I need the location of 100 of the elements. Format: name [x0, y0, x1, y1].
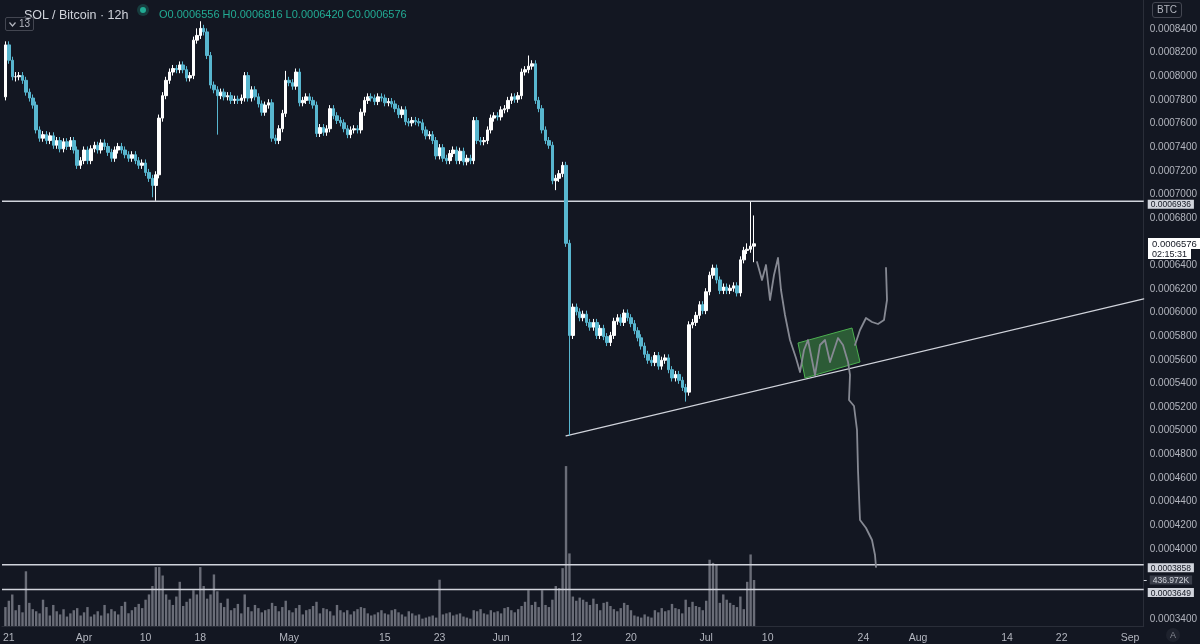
- x-tick-label: 18: [194, 630, 207, 643]
- x-tick-label: Aug: [908, 630, 928, 643]
- candlestick: [687, 320, 691, 397]
- candlestick: [219, 88, 223, 100]
- bar: [749, 554, 752, 626]
- candlestick: [233, 95, 236, 105]
- y-tick-label: 0.0006200: [1149, 282, 1198, 294]
- candlestick: [328, 104, 332, 133]
- bar: [739, 596, 742, 626]
- x-tick-label: 21: [2, 630, 15, 643]
- candlestick: [622, 308, 626, 327]
- bar: [298, 604, 301, 626]
- candlestick: [428, 130, 431, 140]
- candlestick: [96, 141, 99, 155]
- candlestick: [82, 145, 86, 165]
- bar: [462, 616, 465, 626]
- x-tick-label: 20: [625, 630, 637, 643]
- bar: [291, 612, 294, 626]
- candlestick: [578, 307, 581, 322]
- candlestick: [140, 158, 144, 170]
- candlestick: [332, 104, 335, 120]
- bar: [715, 564, 718, 626]
- y-tick-label: 0.0007000: [1149, 188, 1198, 200]
- candlestick: [496, 111, 499, 121]
- y-tick-label: 0.0005000: [1149, 424, 1198, 436]
- bar: [585, 601, 588, 626]
- candlestick: [17, 71, 21, 81]
- y-tick-label: 0.0008000: [1149, 70, 1198, 82]
- candlestick: [571, 303, 575, 340]
- candlestick: [55, 136, 58, 150]
- y-tick-label: 0.0007800: [1149, 93, 1198, 105]
- candlestick: [506, 96, 510, 113]
- candlestick: [86, 145, 89, 165]
- candlestick: [513, 92, 517, 104]
- candlestick: [356, 124, 359, 134]
- y-tick-label: 0.0004800: [1149, 448, 1198, 460]
- x-tick-label: Sep: [1120, 630, 1140, 643]
- y-tick-label: 0.0004000: [1149, 542, 1198, 554]
- candlestick: [270, 98, 274, 143]
- candlestick: [41, 130, 45, 143]
- candlestick: [520, 68, 523, 100]
- candlestick: [400, 105, 404, 119]
- candlestick: [472, 116, 475, 165]
- y-tick-label: 0.0005800: [1149, 329, 1198, 341]
- bar: [233, 608, 236, 626]
- text: 02:15:31: [1148, 248, 1192, 259]
- x-tick-label: Jun: [492, 630, 510, 643]
- candlestick: [243, 71, 246, 103]
- bar: [226, 598, 229, 626]
- bar: [592, 598, 595, 626]
- x-tick-label: May: [279, 630, 300, 643]
- candlestick: [58, 136, 62, 153]
- candlestick: [298, 68, 301, 107]
- candlestick: [45, 130, 48, 145]
- candlestick: [441, 143, 445, 163]
- candlestick: [222, 88, 226, 101]
- y-tick-label: 0.0004200: [1149, 518, 1198, 530]
- candlestick: [99, 138, 103, 155]
- candlestick: [561, 161, 564, 178]
- bar: [657, 612, 660, 626]
- candlestick: [387, 97, 390, 107]
- bar: [380, 610, 383, 626]
- candlestick: [725, 282, 728, 295]
- bar: [708, 559, 711, 626]
- candlestick: [123, 145, 127, 159]
- candlestick: [619, 313, 622, 327]
- candlestick: [318, 123, 322, 138]
- candlestick: [554, 174, 558, 191]
- bar: [62, 609, 65, 626]
- candlestick: [52, 131, 55, 150]
- candlestick: [373, 93, 376, 106]
- bar: [674, 608, 677, 626]
- candlestick: [674, 370, 677, 383]
- y-tick-label: 0.0004600: [1149, 471, 1198, 483]
- text: 0.0006576: [1148, 237, 1200, 249]
- candlestick: [304, 92, 308, 105]
- x-tick-label: 10: [761, 630, 774, 643]
- candlestick: [657, 351, 660, 371]
- candlestick: [352, 124, 356, 134]
- candlestick: [62, 137, 65, 153]
- candlestick: [287, 76, 291, 87]
- y-tick-label: 0.0007600: [1149, 117, 1198, 129]
- bar: [390, 610, 393, 626]
- bar: [486, 614, 489, 626]
- bar: [356, 609, 359, 626]
- x-tick-label: 24: [857, 630, 870, 643]
- candlestick: [134, 150, 137, 165]
- y-tick-label: 0.0008200: [1149, 46, 1198, 58]
- candlestick: [735, 281, 739, 297]
- candlestick: [722, 282, 725, 295]
- candlestick: [462, 147, 465, 166]
- y-axis-title: BTC: [1152, 2, 1182, 18]
- candlestick: [390, 97, 393, 108]
- candlestick: [291, 78, 294, 91]
- candlestick: [113, 145, 117, 163]
- candlestick: [178, 60, 182, 74]
- ref-line-label: 0.0006936: [1150, 199, 1192, 210]
- x-tick-label: Apr: [75, 630, 93, 643]
- candlestick: [527, 55, 530, 74]
- candlestick: [455, 145, 458, 165]
